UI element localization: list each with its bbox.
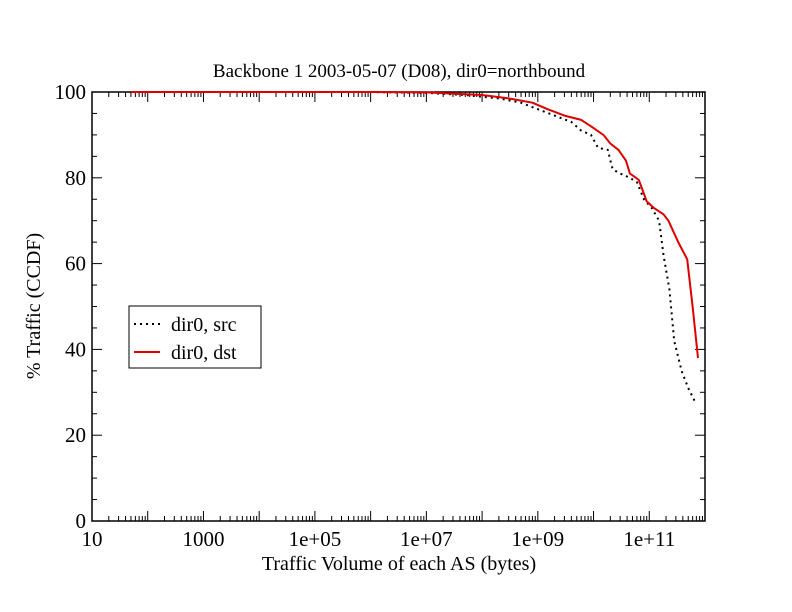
y-tick-label: 40 bbox=[65, 337, 86, 361]
x-tick-label: 1e+09 bbox=[511, 527, 564, 551]
chart-title: Backbone 1 2003-05-07 (D08), dir0=northb… bbox=[213, 61, 586, 82]
legend-box bbox=[128, 305, 262, 369]
y-tick-label: 60 bbox=[65, 252, 86, 276]
x-tick-label: 1e+11 bbox=[623, 527, 675, 551]
y-tick-label: 100 bbox=[55, 80, 87, 104]
x-axis-label: Traffic Volume of each AS (bytes) bbox=[262, 553, 536, 575]
series-line-src bbox=[131, 91, 696, 402]
x-tick-label: 10 bbox=[82, 527, 103, 551]
y-tick-label: 20 bbox=[65, 423, 86, 447]
y-tick-label: 80 bbox=[65, 166, 86, 190]
legend-label: dir0, dst bbox=[171, 342, 237, 364]
legend: dir0, src dir0, dst bbox=[128, 305, 262, 369]
y-tick-label: 0 bbox=[76, 509, 87, 533]
series-line-dst bbox=[131, 91, 699, 359]
x-tick-label: 1e+05 bbox=[289, 527, 342, 551]
x-tick-label: 1e+07 bbox=[400, 527, 453, 551]
y-axis-label: % Traffic (CCDF) bbox=[23, 233, 45, 379]
plot-area: 10 1000 1e+05 1e+07 1e+09 1e+11 0 20 40 60 80 100 bbox=[55, 80, 706, 551]
legend-label: dir0, src bbox=[171, 314, 237, 336]
x-tick-label: 1000 bbox=[182, 527, 224, 551]
